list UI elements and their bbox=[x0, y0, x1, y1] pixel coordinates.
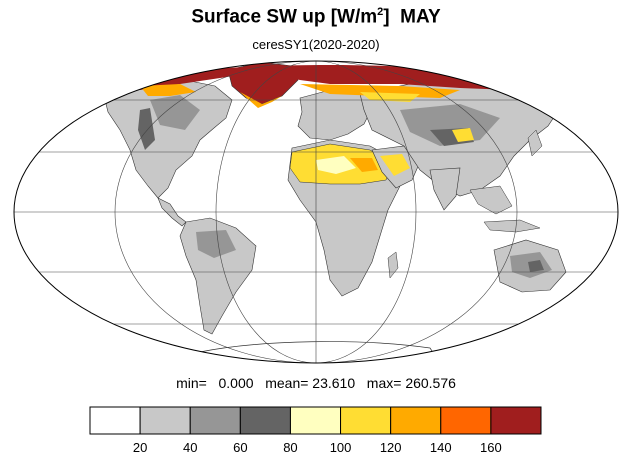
colorbar-swatch bbox=[289, 406, 342, 435]
australia-darker bbox=[528, 260, 544, 272]
map-subtitle: ceresSY1(2020-2020) bbox=[252, 37, 380, 52]
colorbar-tick-label: 60 bbox=[233, 440, 247, 455]
himalaya-desert bbox=[452, 128, 474, 142]
title-bracket: ] bbox=[383, 6, 390, 28]
north-america-dark bbox=[150, 95, 200, 130]
alaska-ice bbox=[140, 84, 196, 96]
colorbar-tick-label: 100 bbox=[330, 440, 352, 455]
mean-label: mean= bbox=[265, 375, 309, 391]
colorbar-swatch bbox=[139, 406, 191, 435]
india bbox=[429, 167, 461, 211]
japan bbox=[527, 129, 543, 157]
southeast-asia bbox=[469, 185, 513, 215]
indonesia bbox=[483, 219, 541, 233]
colorbar-swatch bbox=[340, 406, 392, 435]
arctic-yellow bbox=[360, 92, 420, 102]
colorbar-swatch bbox=[390, 406, 442, 435]
map-border bbox=[13, 60, 619, 364]
stats-line: min= 0.000 mean= 23.610 max= 260.576 bbox=[0, 375, 632, 391]
max-value: 260.576 bbox=[405, 375, 456, 391]
antarctica bbox=[189, 341, 441, 363]
min-value: 0.000 bbox=[218, 375, 254, 391]
world-map bbox=[13, 60, 619, 364]
amazon-dark bbox=[196, 230, 236, 258]
min-label: min= bbox=[176, 375, 207, 391]
title-month: MAY bbox=[400, 6, 441, 28]
arabia-desert bbox=[380, 154, 410, 176]
sahara-light bbox=[316, 156, 356, 174]
sahara-hot bbox=[350, 158, 378, 172]
graticule bbox=[14, 61, 618, 363]
colorbar-swatch bbox=[490, 406, 542, 435]
colorbar-tick-label: 80 bbox=[283, 440, 297, 455]
title-superscript: 2 bbox=[377, 6, 384, 18]
rockies-dark bbox=[138, 108, 155, 150]
asia-dark bbox=[400, 104, 500, 146]
colorbar-tick-label: 160 bbox=[480, 440, 502, 455]
colorbar-swatch bbox=[189, 406, 241, 435]
colorbar-tick-label: 120 bbox=[380, 440, 402, 455]
map-title: Surface SW up [W/m2] MAY bbox=[0, 6, 632, 28]
colorbar-tick-label: 40 bbox=[183, 440, 197, 455]
max-label: max= bbox=[366, 375, 402, 391]
title-text: Surface SW up [W/m bbox=[191, 6, 378, 28]
colorbar-swatch bbox=[89, 406, 141, 435]
madagascar bbox=[387, 251, 399, 279]
colorbar-tick-label: 140 bbox=[430, 440, 452, 455]
land-layer bbox=[103, 61, 567, 363]
colorbar-swatch bbox=[239, 406, 291, 435]
colorbar-swatch bbox=[440, 406, 492, 435]
arctic-orange bbox=[300, 84, 460, 98]
colorbar-tick-label: 20 bbox=[133, 440, 147, 455]
mean-value: 23.610 bbox=[312, 375, 356, 391]
north-america bbox=[103, 79, 233, 199]
